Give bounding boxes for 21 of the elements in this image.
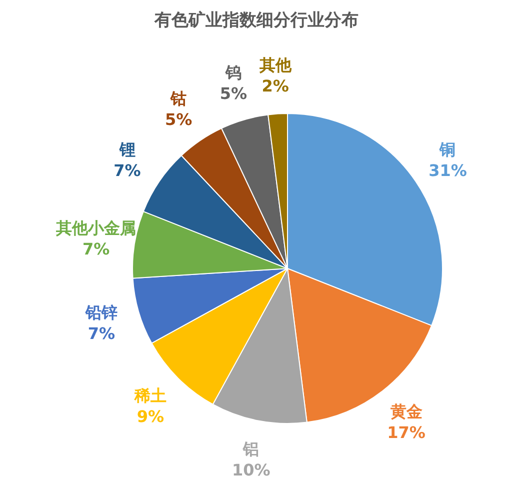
data-label: 17% <box>387 423 426 442</box>
data-label: 31% <box>428 161 467 180</box>
data-label: 7% <box>88 324 116 344</box>
chart-title: 有色矿业指数细分行业分布 <box>154 10 358 30</box>
data-label: 5% <box>165 110 192 129</box>
slice-label: 稀土 <box>134 386 166 405</box>
data-label: 7% <box>82 240 110 259</box>
slice-label: 其他 <box>258 56 292 75</box>
slice-label: 钨 <box>224 62 242 82</box>
data-label: 5% <box>220 84 248 103</box>
slice-label: 铝 <box>242 439 260 458</box>
data-label: 2% <box>262 76 289 96</box>
slice-label: 其他小金属 <box>55 218 136 238</box>
data-label: 9% <box>136 407 164 426</box>
slice-label: 铜 <box>438 140 456 160</box>
slice-label: 锂 <box>118 140 136 160</box>
slice-label: 黄金 <box>389 402 422 422</box>
data-label: 10% <box>232 460 270 477</box>
slice-label: 铅锌 <box>84 303 118 322</box>
slice-label: 钴 <box>170 88 187 108</box>
data-label: 7% <box>114 161 141 180</box>
